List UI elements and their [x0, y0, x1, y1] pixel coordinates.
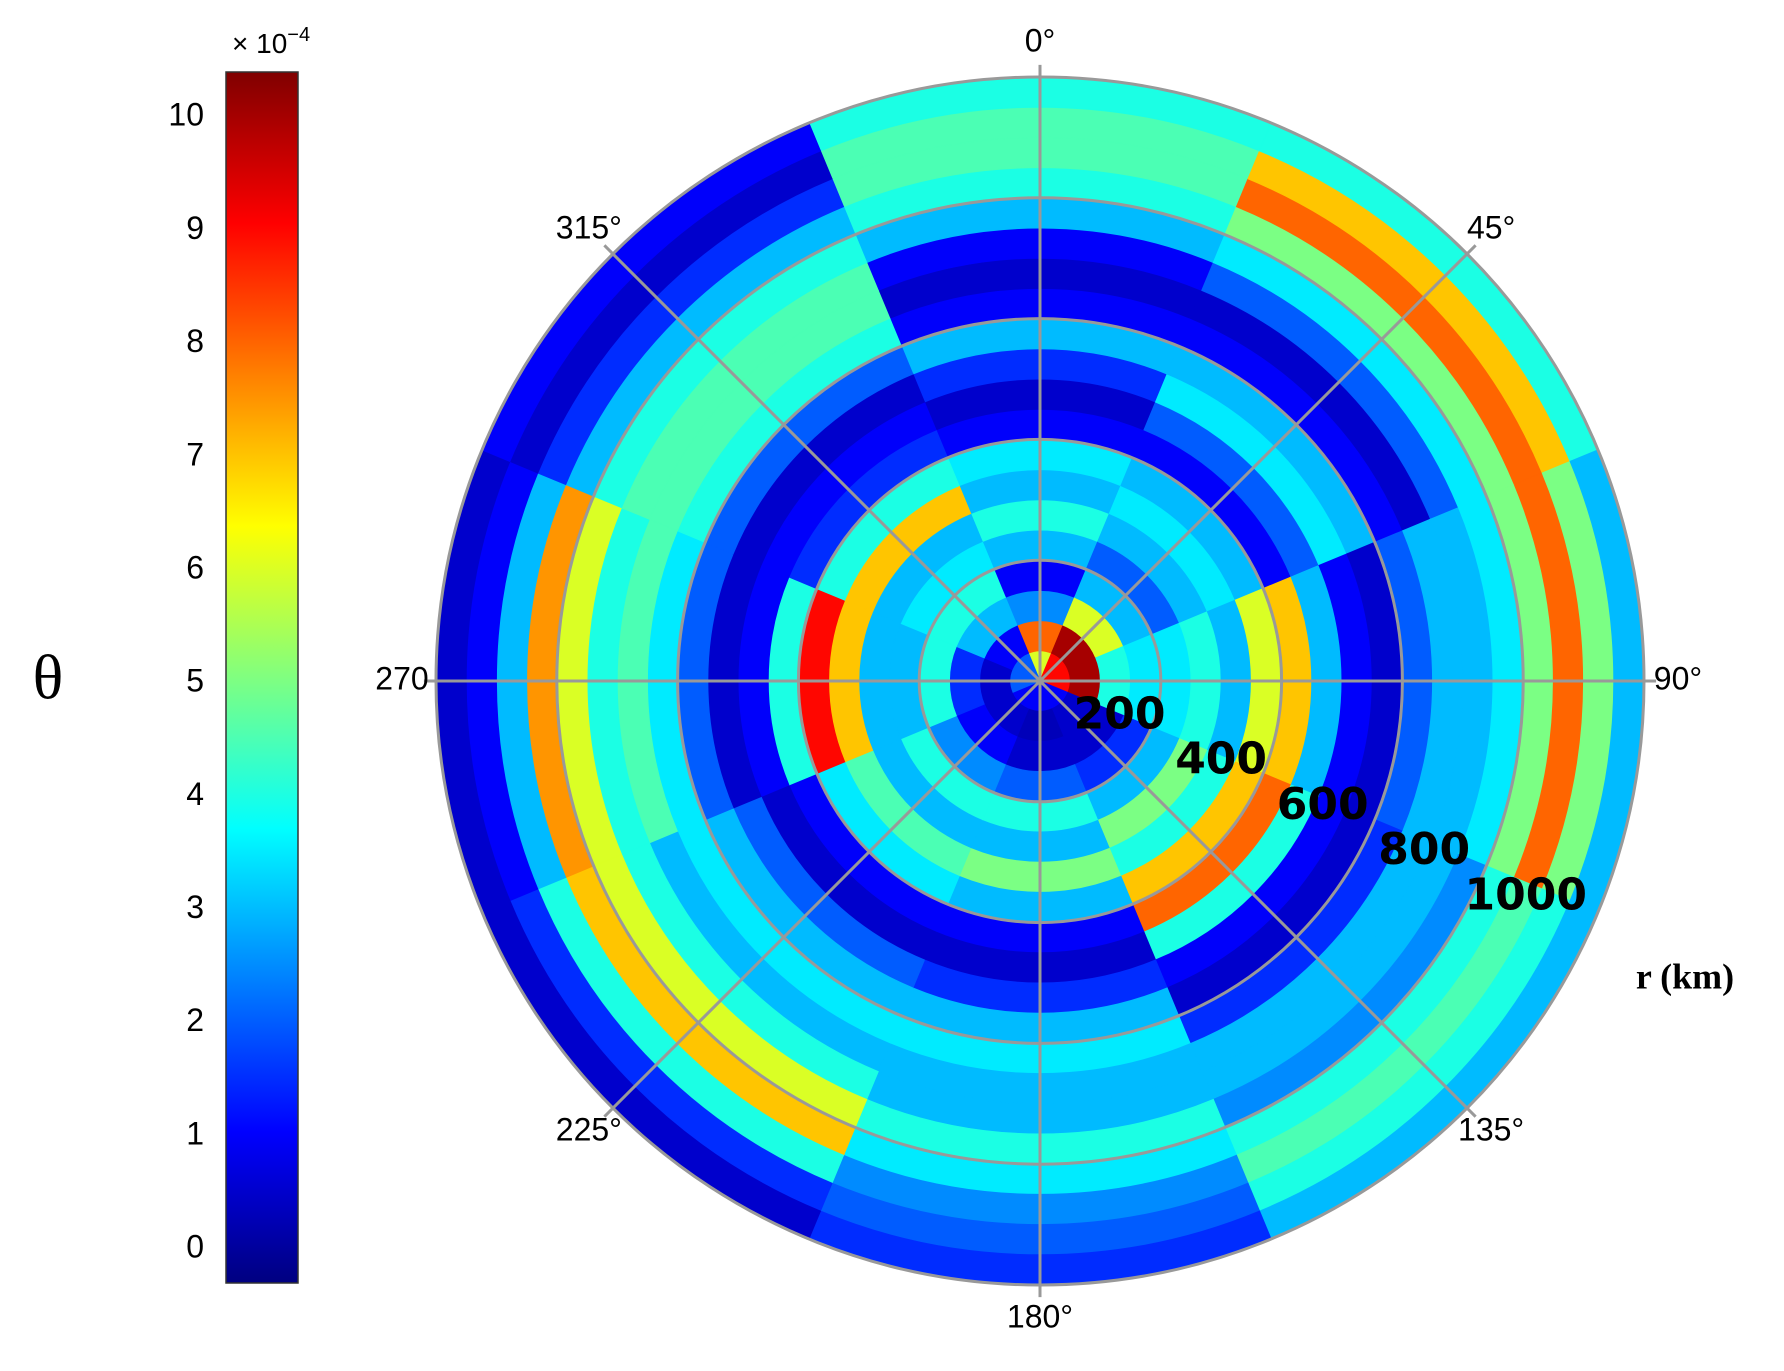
colorbar-tick-label: 9: [186, 210, 204, 246]
theta-tick-label: 135°: [1458, 1112, 1524, 1148]
colorbar-label: θ: [33, 642, 64, 713]
colorbar: [225, 71, 299, 1284]
theta-tick-label: 270: [375, 660, 428, 696]
r-tick-label: 1000: [1464, 869, 1586, 920]
multiplier-exponent: −4: [287, 24, 310, 46]
grid: [423, 64, 1657, 1298]
theta-tick-label: 45°: [1467, 209, 1515, 245]
colorbar-tick-label: 1: [186, 1115, 204, 1151]
r-axis-label: r (km): [1636, 956, 1734, 996]
colorbar-multiplier: × 10−4: [232, 24, 310, 59]
theta-tick-label: 180°: [1007, 1298, 1073, 1334]
colorbar-tick-label: 8: [186, 323, 204, 359]
theta-grid-line: [1038, 679, 1477, 1118]
colorbar-tick-label: 5: [186, 663, 204, 699]
theta-tick-label: 315°: [556, 209, 622, 245]
colorbar-tick-label: 4: [186, 776, 204, 812]
theta-grid-line: [1038, 244, 1477, 683]
r-tick-label: 600: [1277, 779, 1369, 830]
colorbar-tick-label: 0: [186, 1228, 204, 1264]
colorbar-tick-label: 10: [168, 97, 204, 133]
theta-tick-label: 90°: [1654, 660, 1702, 696]
colorbar-tick-label: 2: [186, 1002, 204, 1038]
r-tick-label: 200: [1074, 688, 1166, 739]
theta-grid-line: [603, 244, 1042, 683]
theta-grid-line: [603, 679, 1042, 1118]
r-tick-label: 400: [1175, 734, 1267, 785]
theta-tick-label: 225°: [556, 1112, 622, 1148]
colorbar-tick-label: 3: [186, 889, 204, 925]
colorbar-tick-label: 7: [186, 436, 204, 472]
r-tick-label: 800: [1378, 824, 1470, 875]
theta-tick-label: 0°: [1025, 22, 1056, 58]
colorbar-tick-label: 6: [186, 549, 204, 585]
multiplier-base: × 10: [232, 28, 287, 59]
